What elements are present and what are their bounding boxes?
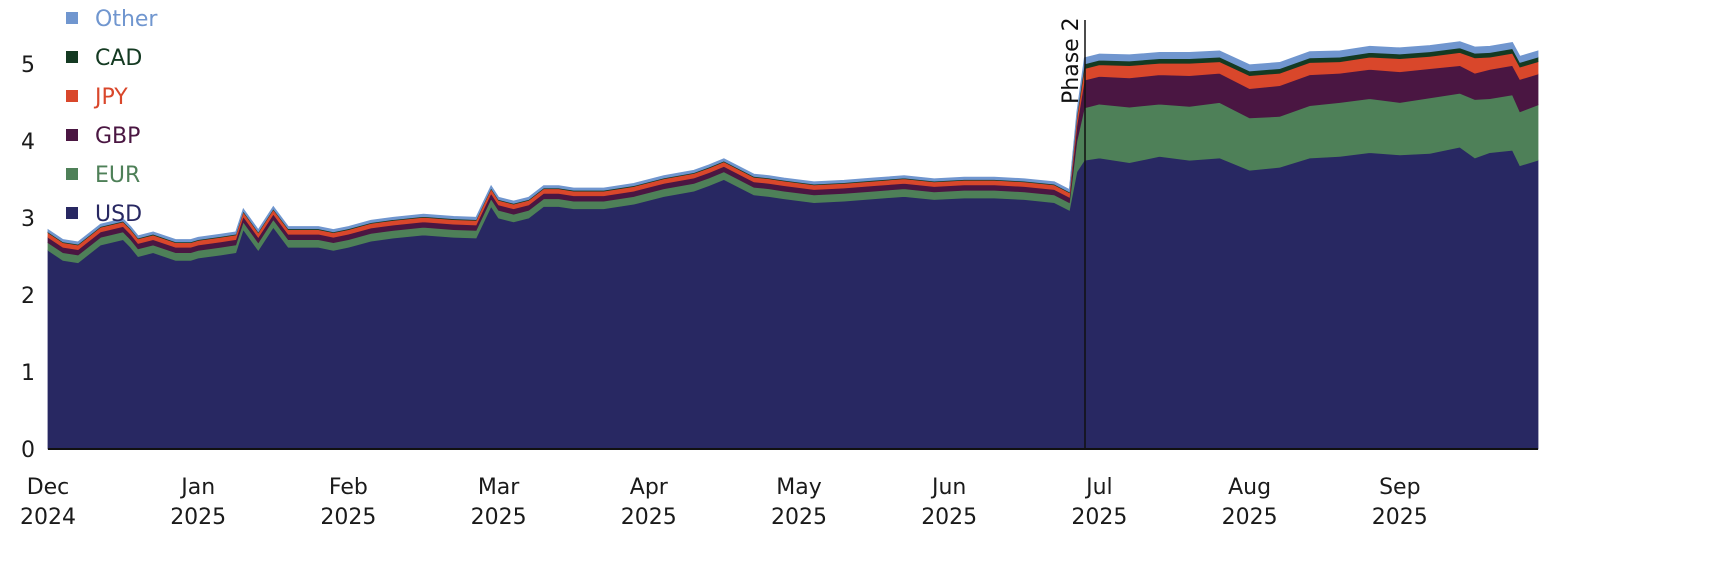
x-tick-year: 2025: [170, 505, 226, 530]
x-tick-year: 2025: [1222, 505, 1278, 530]
x-tick-month: Aug: [1228, 475, 1271, 500]
area-other: [47, 41, 1539, 245]
y-tick-label: 2: [21, 284, 35, 309]
x-tick-month: Apr: [630, 475, 669, 500]
y-tick-label: 3: [21, 207, 35, 232]
legend-swatch-other: [66, 12, 78, 24]
legend-label-usd: USD: [95, 202, 142, 227]
phase-2-label: Phase 2: [1059, 17, 1084, 104]
x-tick-year: 2025: [320, 505, 376, 530]
x-tick-month: Dec: [27, 475, 70, 500]
legend-label-gbp: GBP: [95, 124, 140, 149]
x-tick-month: Sep: [1379, 475, 1420, 500]
x-tick-year: 2025: [1372, 505, 1428, 530]
y-tick-label: 1: [21, 361, 35, 386]
x-tick-year: 2024: [20, 505, 76, 530]
legend-label-jpy: JPY: [93, 85, 128, 110]
y-tick-label: 4: [21, 130, 35, 155]
legend-swatch-usd: [66, 207, 78, 219]
x-tick-month: Feb: [329, 475, 368, 500]
x-tick-year: 2025: [771, 505, 827, 530]
x-tick-year: 2025: [621, 505, 677, 530]
x-tick-month: Mar: [478, 475, 520, 500]
x-tick-month: Jul: [1084, 475, 1113, 500]
y-axis-ticks: 0 1 2 3 4 5: [21, 53, 35, 463]
legend-swatch-jpy: [66, 90, 78, 102]
legend-swatch-eur: [66, 168, 78, 180]
legend-label-eur: EUR: [95, 163, 140, 188]
x-tick-year: 2025: [921, 505, 977, 530]
x-tick-month: Jan: [179, 475, 215, 500]
legend-label-cad: CAD: [95, 46, 142, 71]
area-series-group: [47, 41, 1539, 450]
legend-swatch-cad: [66, 51, 78, 63]
y-tick-label: 0: [21, 438, 35, 463]
x-tick-month: Jun: [930, 475, 966, 500]
legend-label-other: Other: [95, 7, 158, 32]
x-axis-ticks: Dec 2024 Jan 2025 Feb 2025 Mar 2025 Apr 2025 May 20…: [20, 475, 1428, 530]
legend: Other CAD JPY GBP EUR USD: [66, 7, 158, 227]
x-tick-year: 2025: [471, 505, 527, 530]
y-tick-label: 5: [21, 53, 35, 78]
x-tick-month: May: [776, 475, 821, 500]
legend-swatch-gbp: [66, 129, 78, 141]
x-tick-year: 2025: [1071, 505, 1127, 530]
